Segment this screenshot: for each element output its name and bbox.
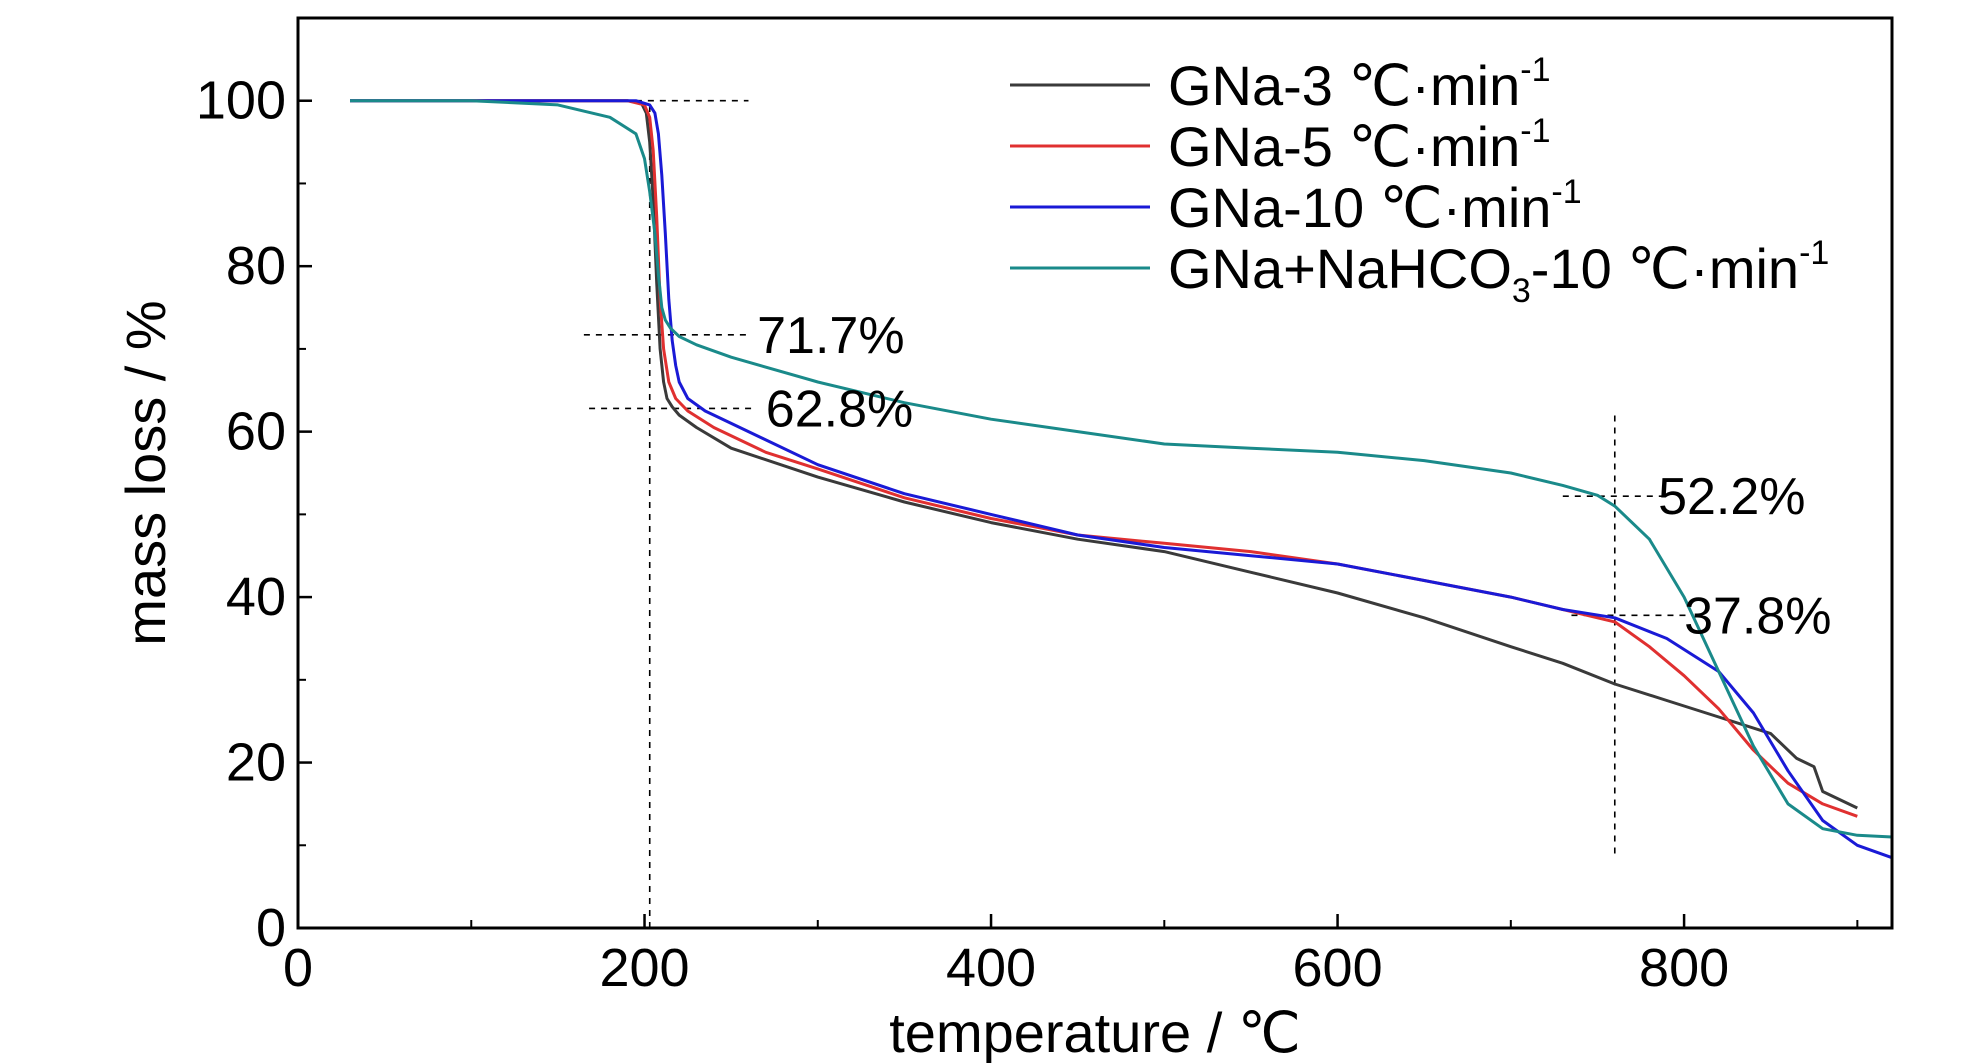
y-tick-label-2: 40 [226,567,286,627]
plot-content: 71.7% 62.8% 52.2% 37.8% [350,99,1893,928]
legend-entry-0: GNa-3 ℃·min-1 [1168,51,1551,117]
x-tick-label-0: 0 [283,938,313,998]
legend-entry-2: GNa-10 ℃·min-1 [1168,173,1582,239]
annotation-label-1: 62.8% [766,380,913,438]
annotation-label-0: 71.7% [757,307,904,365]
y-tick-label-5: 100 [196,71,286,131]
y-tick-label-3: 60 [226,402,286,462]
axis-ticks [296,99,1859,930]
y-axis-label: mass loss / % [114,300,177,645]
x-axis-label: temperature / ℃ [889,1001,1301,1063]
legend-entry-1: GNa-5 ℃·min-1 [1168,112,1551,178]
annotation-label-3: 37.8% [1684,587,1831,645]
y-tick-label-4: 80 [226,236,286,296]
series-line-2 [350,99,1893,860]
series-line-1 [350,99,1858,818]
legend-entry-3: GNa+NaHCO3-10 ℃·min-1 [1168,234,1829,310]
x-tick-label-3: 600 [1293,938,1383,998]
y-tick-label-1: 20 [226,733,286,793]
plot-frame [296,16,1894,930]
tick-labels: 0 200 400 600 800 0 20 40 60 80 100 [196,71,1729,998]
x-tick-label-4: 800 [1639,938,1729,998]
x-tick-label-2: 400 [946,938,1036,998]
x-tick-label-1: 200 [599,938,689,998]
series-line-0 [350,99,1858,810]
y-tick-label-0: 0 [256,898,286,958]
annotation-label-2: 52.2% [1658,468,1805,526]
series-line-3 [350,99,1893,839]
